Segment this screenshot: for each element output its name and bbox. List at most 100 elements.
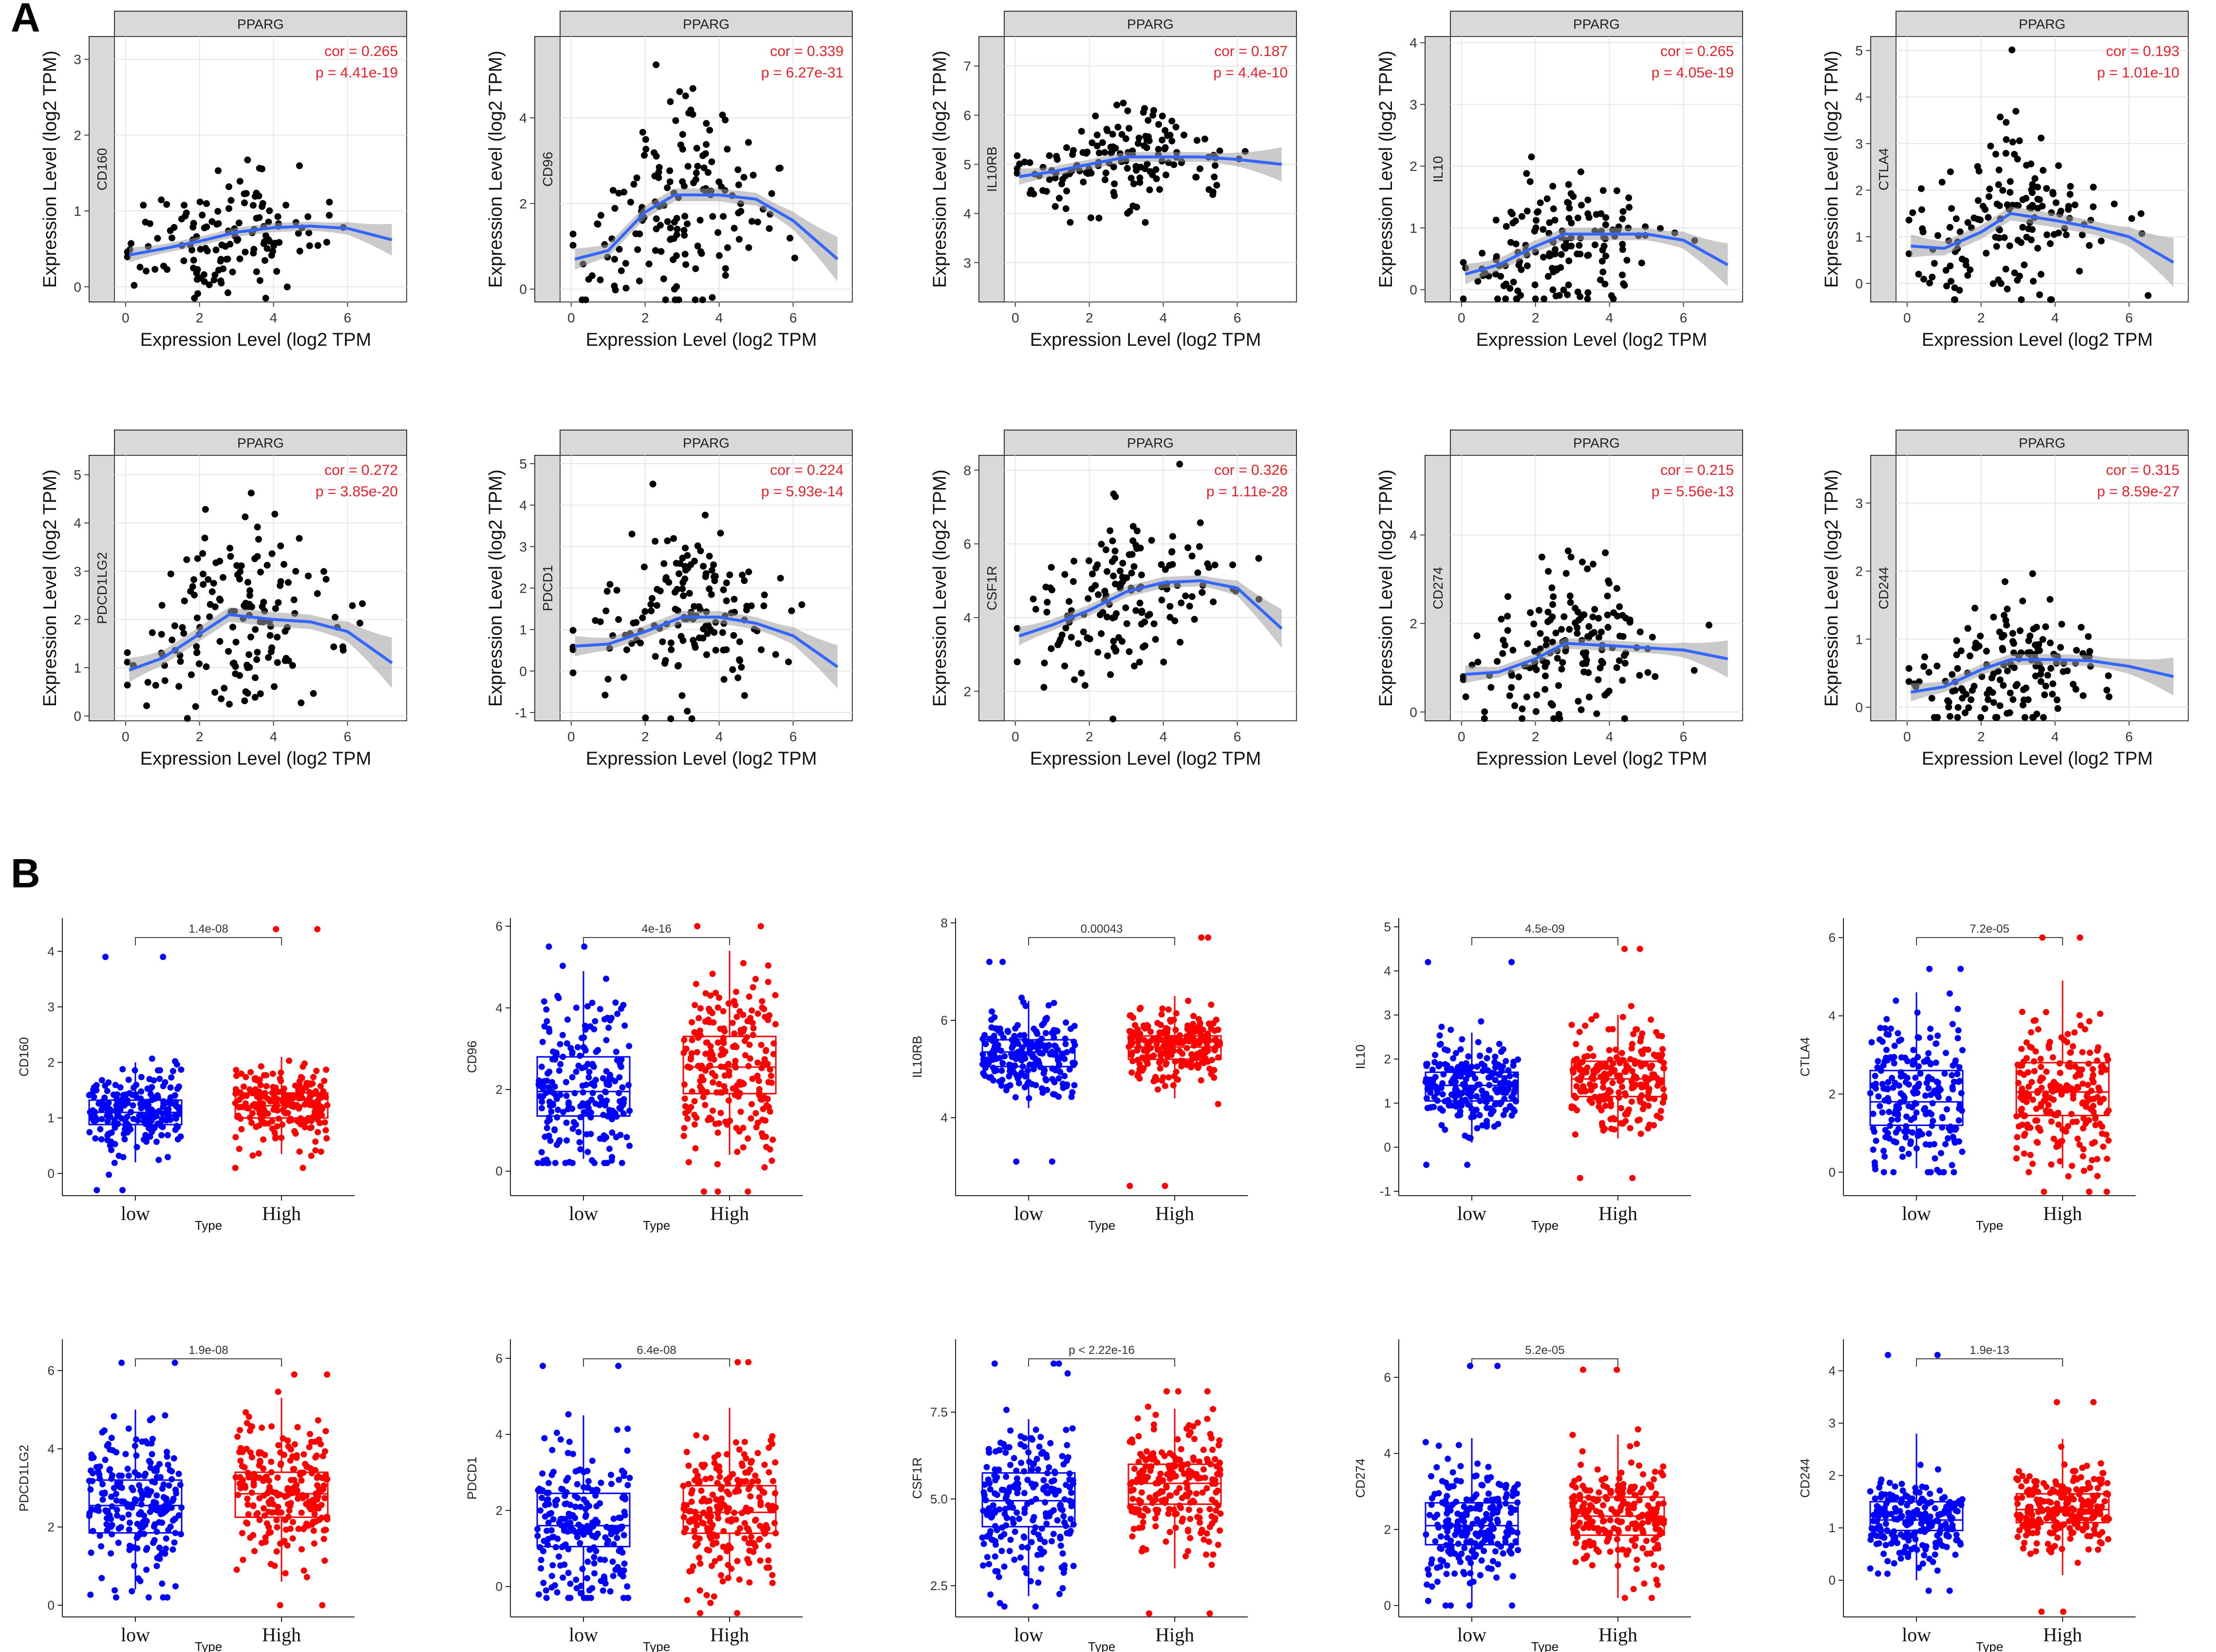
scatter-point	[1136, 600, 1144, 607]
data-point-low	[170, 1496, 177, 1502]
scatter-point	[1523, 170, 1530, 177]
scatter-point	[169, 234, 176, 242]
data-point-high	[244, 1495, 251, 1502]
data-point-high	[717, 1109, 724, 1116]
data-point-high	[1619, 1120, 1626, 1127]
data-point-low	[118, 1359, 125, 1366]
data-point-low	[1040, 1070, 1047, 1077]
data-point-high	[260, 1136, 267, 1143]
scatter-point	[1180, 131, 1187, 139]
data-point-high	[706, 1114, 713, 1121]
scatter-point	[1638, 259, 1645, 266]
data-point-high	[2085, 1060, 2092, 1067]
y-tick-label: 2	[1855, 183, 1863, 198]
data-point-low	[1949, 1021, 1956, 1028]
scatter-point	[179, 624, 186, 631]
category-label-high: High	[710, 1202, 749, 1224]
scatter-point	[660, 275, 667, 282]
data-point-low	[1910, 1061, 1916, 1068]
data-point-low	[543, 1587, 549, 1594]
data-point-high	[2086, 1050, 2093, 1056]
data-point-low	[546, 1098, 553, 1105]
scatter-point	[1971, 604, 1978, 612]
data-point-low	[1952, 1126, 1959, 1133]
data-point-high	[2103, 1052, 2110, 1059]
data-point-low	[1491, 1070, 1498, 1076]
data-point-low	[1486, 1047, 1493, 1053]
scatter-point	[690, 637, 697, 644]
data-point-low	[162, 1079, 169, 1086]
data-point-high	[768, 1072, 774, 1079]
y-axis-label: Expression Level (log2 TPM)	[930, 469, 950, 707]
data-point-low	[1901, 1128, 1908, 1135]
data-point-low	[108, 1434, 115, 1441]
data-point-high	[709, 1070, 715, 1076]
scatter-point	[682, 92, 689, 99]
scatter-point	[1152, 636, 1159, 643]
scatter-point	[1046, 176, 1053, 183]
scatter-point	[1547, 700, 1555, 707]
scatter-point	[1598, 258, 1606, 265]
scatter-point	[694, 163, 701, 170]
scatter-point	[1111, 547, 1119, 555]
fit-line	[1911, 212, 2175, 264]
scatter-point	[2071, 201, 2079, 208]
scatter-point	[1502, 641, 1509, 649]
scatter-point	[712, 647, 719, 654]
data-point-low	[548, 1108, 555, 1115]
data-point-high	[256, 1462, 263, 1469]
scatter-point	[1474, 278, 1482, 285]
scatter-point	[158, 631, 165, 638]
scatter-point	[331, 614, 338, 621]
scatter-point	[1092, 564, 1099, 572]
data-point-low	[124, 1465, 131, 1472]
scatter-point	[1196, 165, 1203, 172]
data-point-high	[1215, 1101, 1221, 1108]
data-point-low	[1071, 1082, 1078, 1089]
data-point-high	[308, 1439, 315, 1446]
scatter-point	[1095, 149, 1103, 156]
scatter-point	[641, 608, 649, 615]
data-point-high	[1584, 1052, 1591, 1059]
data-point-high	[2027, 1151, 2034, 1158]
data-point-low	[162, 1412, 169, 1419]
scatter-point	[1162, 566, 1169, 573]
data-point-low	[177, 1531, 184, 1538]
data-point-high	[730, 1043, 736, 1050]
data-point-low	[1466, 1087, 1473, 1093]
data-point-high	[733, 1014, 740, 1020]
scatter-point	[1168, 137, 1176, 145]
scatter-point	[1155, 146, 1162, 153]
scatter-point	[1085, 595, 1092, 602]
data-point-high	[729, 1019, 736, 1026]
scatter-point	[2047, 240, 2054, 247]
scatter-point	[1515, 262, 1522, 269]
data-point-high	[282, 1526, 289, 1533]
data-point-high	[700, 1094, 707, 1101]
scatter-point	[2019, 224, 2027, 231]
data-point-high	[243, 1409, 249, 1416]
scatter-point	[1584, 196, 1592, 204]
data-point-low	[606, 1107, 613, 1113]
scatter-point	[657, 222, 664, 229]
scatter-point	[1604, 592, 1611, 600]
data-point-high	[1593, 1065, 1599, 1072]
data-point-low	[173, 1123, 180, 1129]
data-point-high	[761, 1164, 768, 1171]
scatter-point	[254, 553, 261, 560]
scatter-point	[2000, 682, 2007, 689]
scatter-point	[171, 622, 178, 629]
data-point-high	[320, 1527, 327, 1534]
scatter-point	[612, 286, 619, 294]
data-point-low	[1010, 1042, 1016, 1049]
scatter-point	[235, 219, 243, 226]
data-point-low	[566, 1159, 573, 1165]
data-point-high	[273, 926, 280, 933]
data-point-low	[126, 1526, 132, 1533]
x-tick-label: 0	[1903, 310, 1911, 325]
scatter-point	[244, 579, 251, 586]
scatter-point	[1063, 144, 1070, 151]
data-point-high	[2103, 1188, 2110, 1195]
data-point-high	[248, 1120, 255, 1126]
data-point-high	[2031, 1068, 2038, 1074]
